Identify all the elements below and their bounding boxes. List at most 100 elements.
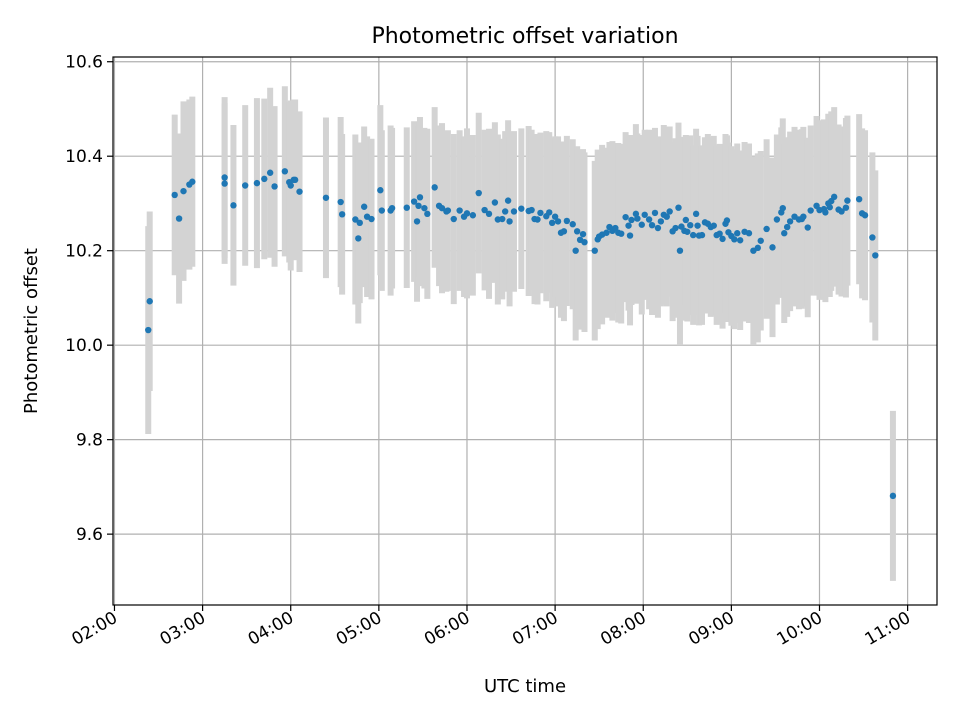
data-point xyxy=(528,206,535,214)
data-point xyxy=(779,204,786,212)
data-point xyxy=(352,216,359,223)
data-point xyxy=(378,207,385,214)
data-point xyxy=(338,211,346,218)
data-point xyxy=(626,232,634,239)
data-point xyxy=(736,237,744,244)
data-point xyxy=(830,193,838,201)
data-point xyxy=(757,237,764,244)
data-point xyxy=(504,197,512,204)
data-point xyxy=(548,219,556,227)
data-point xyxy=(415,202,422,210)
data-point xyxy=(800,213,807,220)
data-point xyxy=(241,182,249,189)
data-point xyxy=(410,198,418,205)
data-point xyxy=(554,218,562,225)
data-points xyxy=(145,168,897,500)
data-point xyxy=(628,216,635,224)
data-point xyxy=(689,231,697,239)
data-point xyxy=(475,189,482,197)
data-point xyxy=(431,184,438,191)
data-point xyxy=(356,219,363,227)
data-point xyxy=(563,217,571,225)
data-point xyxy=(377,187,384,194)
x-tick-label: 08:00 xyxy=(597,608,649,650)
data-point xyxy=(281,168,289,175)
data-point xyxy=(745,230,753,237)
data-point xyxy=(438,204,446,212)
data-point xyxy=(481,206,488,214)
data-point xyxy=(822,209,829,216)
data-point xyxy=(786,218,794,225)
data-point xyxy=(663,213,670,220)
y-tick-label: 9.6 xyxy=(76,525,103,545)
data-point xyxy=(450,215,457,223)
data-point xyxy=(146,298,153,305)
data-point xyxy=(625,222,632,229)
data-point xyxy=(261,175,268,183)
data-point xyxy=(296,188,303,195)
data-point xyxy=(145,326,152,334)
data-point xyxy=(634,215,641,222)
x-tick-label: 07:00 xyxy=(509,608,561,650)
data-point xyxy=(221,174,228,181)
data-point xyxy=(692,210,700,218)
data-point xyxy=(807,207,814,214)
data-point xyxy=(754,244,762,252)
data-point xyxy=(618,230,625,237)
data-point xyxy=(499,215,506,223)
y-tick-label: 10.4 xyxy=(65,147,103,167)
data-point xyxy=(510,208,518,215)
y-tick-label: 10.2 xyxy=(65,242,103,262)
y-tick-label: 9.8 xyxy=(76,431,103,451)
data-point xyxy=(855,195,863,203)
data-point xyxy=(682,216,690,224)
data-point xyxy=(388,204,396,212)
data-point xyxy=(573,228,581,235)
data-point xyxy=(271,183,278,190)
data-point xyxy=(763,225,770,233)
data-point xyxy=(506,218,513,225)
data-point xyxy=(180,187,187,195)
data-point xyxy=(723,217,731,224)
data-point xyxy=(569,221,576,228)
data-point xyxy=(416,194,424,201)
data-point xyxy=(648,221,656,229)
data-point xyxy=(710,222,717,229)
data-point xyxy=(826,204,833,211)
data-point xyxy=(734,230,741,237)
data-point xyxy=(872,252,879,259)
plot-frame xyxy=(112,56,938,606)
y-tick-label: 10.6 xyxy=(65,53,103,73)
data-point xyxy=(684,228,691,235)
data-point xyxy=(171,191,178,199)
x-tick-label: 10:00 xyxy=(774,608,826,650)
data-point xyxy=(175,215,183,222)
data-point xyxy=(230,202,237,209)
data-point xyxy=(572,247,579,254)
x-tick-label: 02:00 xyxy=(69,608,121,650)
data-point xyxy=(421,204,428,212)
data-point xyxy=(861,212,869,219)
data-point xyxy=(716,230,723,237)
x-tick-label: 11:00 xyxy=(862,608,914,650)
data-point xyxy=(676,247,684,254)
data-point xyxy=(463,210,471,217)
data-point xyxy=(842,204,850,211)
data-point xyxy=(221,180,228,187)
data-point xyxy=(638,221,645,228)
y-axis-label: Photometric offset xyxy=(21,248,42,414)
data-point xyxy=(651,209,659,217)
data-point xyxy=(773,216,781,223)
data-point xyxy=(322,194,330,201)
x-axis-label: UTC time xyxy=(484,676,566,697)
data-point xyxy=(537,209,544,217)
data-point xyxy=(424,210,431,218)
data-point xyxy=(645,216,653,223)
x-tick-label: 03:00 xyxy=(157,608,209,650)
y-tick-label: 10.0 xyxy=(65,336,103,356)
data-point xyxy=(469,212,477,219)
data-point xyxy=(291,176,299,184)
data-point xyxy=(622,213,629,221)
data-point xyxy=(666,208,673,215)
